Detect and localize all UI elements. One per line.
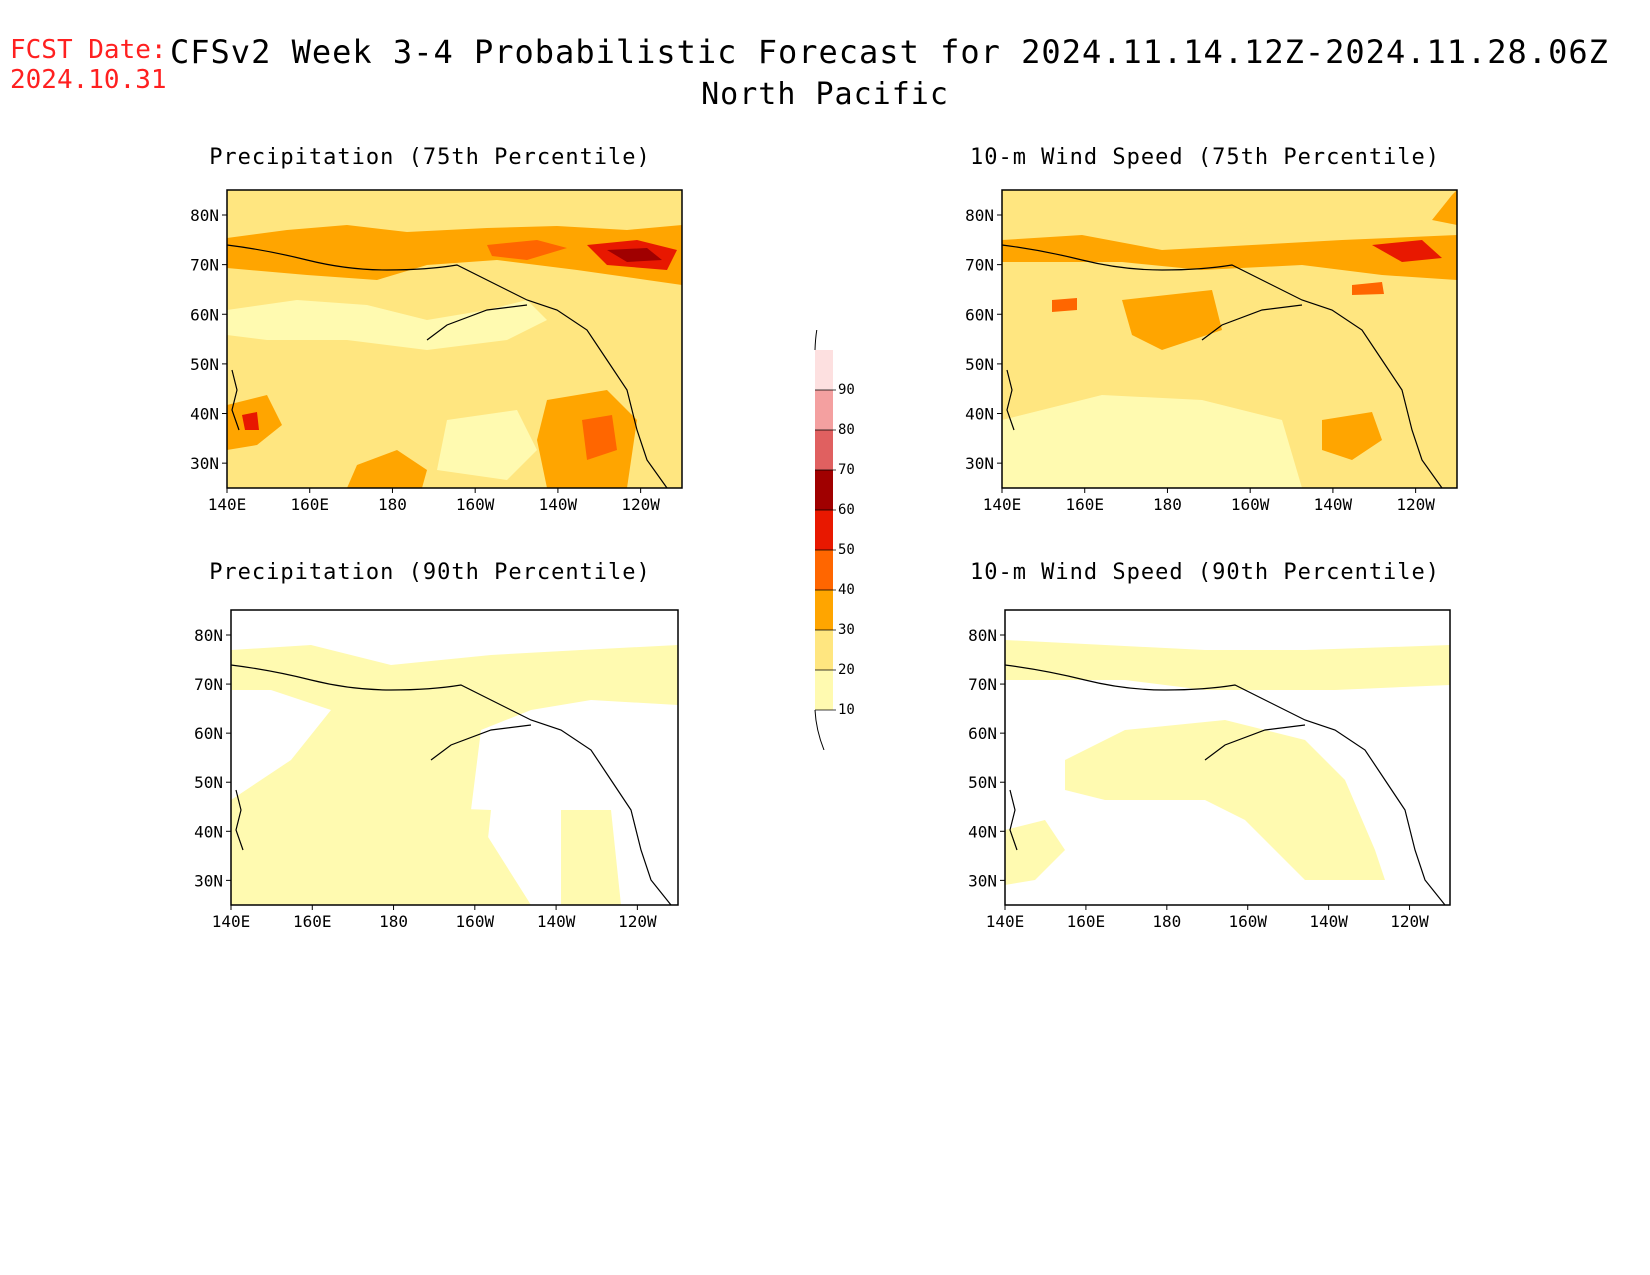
lat-tick-label: 60N xyxy=(968,724,997,743)
lon-tick-label: 180 xyxy=(378,495,407,514)
lat-tick-label: 30N xyxy=(968,871,997,890)
panel-precip-90: Precipitation (90th Percentile) 140E 160E… xyxy=(165,560,695,935)
lon-tick-label: 140E xyxy=(208,495,247,514)
lon-tick-label: 160W xyxy=(456,495,495,514)
colorbar-swatch xyxy=(815,550,833,590)
lat-tick-label: 40N xyxy=(190,405,219,424)
panel-precip-75: Precipitation (75th Percentile) 140E 160E… xyxy=(165,145,695,515)
wind-90-map: 140E 160E 180 160W 140W 120W 80N 70N 60N 50N 40N 30… xyxy=(968,609,1451,931)
lon-tick-label: 140W xyxy=(1309,912,1348,931)
precip-90-map: 140E 160E 180 160W 140W 120W 80N 70N 60N 50N 40N 30… xyxy=(194,609,679,931)
colorbar-label: 70 xyxy=(838,462,855,478)
lat-tick-label: 30N xyxy=(194,871,223,890)
lon-tick-label: 160W xyxy=(456,912,495,931)
colorbar-swatch xyxy=(815,470,833,510)
lon-tick-label: 140E xyxy=(983,495,1022,514)
colorbar-swatch xyxy=(815,430,833,470)
lon-tick-label: 120W xyxy=(621,495,660,514)
lon-tick-label: 160W xyxy=(1231,495,1270,514)
colorbar-label: 10 xyxy=(838,702,855,718)
colorbar-swatch xyxy=(815,670,833,710)
lat-tick-label: 50N xyxy=(968,773,997,792)
panel-title: Precipitation (75th Percentile) xyxy=(209,145,651,170)
colorbar-label: 30 xyxy=(838,622,855,638)
colorbar-label: 20 xyxy=(838,662,855,678)
lon-tick-label: 120W xyxy=(1390,912,1429,931)
colorbar-swatch xyxy=(815,630,833,670)
panel-title: 10-m Wind Speed (75th Percentile) xyxy=(969,145,1441,170)
lat-tick-label: 70N xyxy=(968,675,997,694)
lon-tick-label: 120W xyxy=(618,912,657,931)
lat-tick-label: 50N xyxy=(965,355,994,374)
lat-tick-label: 40N xyxy=(194,822,223,841)
lon-tick-label: 140E xyxy=(212,912,251,931)
colorbar-labels: 10 20 30 40 50 60 70 80 90 xyxy=(815,382,855,718)
colorbar-label: 80 xyxy=(838,422,855,438)
colorbar-swatch xyxy=(815,350,833,390)
lat-tick-label: 80N xyxy=(190,206,219,225)
lat-tick-label: 60N xyxy=(194,724,223,743)
colorbar: 10 20 30 40 50 60 70 80 90 xyxy=(814,330,855,750)
lat-tick-label: 40N xyxy=(965,405,994,424)
lon-tick-label: 180 xyxy=(379,912,408,931)
lat-tick-label: 80N xyxy=(968,626,997,645)
panel-wind-75: 10-m Wind Speed (75th Percentile) 140E 16… xyxy=(940,145,1470,515)
lat-tick-label: 30N xyxy=(965,454,994,473)
colorbar-swatch xyxy=(815,510,833,550)
lat-tick-label: 50N xyxy=(190,355,219,374)
colorbar-label: 60 xyxy=(838,502,855,518)
lon-tick-label: 160E xyxy=(1065,495,1104,514)
colorbar-ends xyxy=(814,330,825,750)
lon-tick-label: 160E xyxy=(293,912,332,931)
lon-tick-label: 120W xyxy=(1396,495,1435,514)
lat-tick-label: 60N xyxy=(965,305,994,324)
wind-75-map: 140E 160E 180 160W 140W 120W 80N 70N 60N 50N 40N 30… xyxy=(965,189,1458,514)
lat-tick-label: 70N xyxy=(190,256,219,275)
forecast-date-label: FCST Date: xyxy=(10,35,167,65)
colorbar-label: 50 xyxy=(838,542,855,558)
panel-wind-90: 10-m Wind Speed (90th Percentile) 140E 16… xyxy=(940,560,1470,935)
colorbar-swatch xyxy=(815,590,833,630)
lat-tick-label: 30N xyxy=(190,454,219,473)
lon-tick-label: 160E xyxy=(290,495,329,514)
colorbar-swatch xyxy=(815,390,833,430)
colorbar-swatches xyxy=(814,330,833,750)
panel-title: 10-m Wind Speed (90th Percentile) xyxy=(969,560,1441,585)
lat-tick-label: 70N xyxy=(965,256,994,275)
colorbar-label: 40 xyxy=(838,582,855,598)
lon-tick-label: 140W xyxy=(537,912,576,931)
lat-tick-label: 60N xyxy=(190,305,219,324)
lon-tick-label: 140E xyxy=(986,912,1025,931)
lat-tick-label: 40N xyxy=(968,822,997,841)
lon-tick-label: 160E xyxy=(1067,912,1106,931)
lat-tick-label: 80N xyxy=(194,626,223,645)
colorbar-label: 90 xyxy=(838,382,855,398)
lon-tick-label: 180 xyxy=(1152,912,1181,931)
lon-tick-label: 140W xyxy=(1314,495,1353,514)
lon-tick-label: 140W xyxy=(539,495,578,514)
forecast-date-value: 2024.10.31 xyxy=(10,65,167,95)
figure-title: CFSv2 Week 3-4 Probabilistic Forecast fo… xyxy=(170,33,1609,71)
lon-tick-label: 160W xyxy=(1228,912,1267,931)
figure-subtitle: North Pacific xyxy=(701,77,949,112)
lat-tick-label: 50N xyxy=(194,773,223,792)
precip-75-map: 140E 160E 180 160W 140W 120W 80N 70N 60N 50N 40N 30… xyxy=(190,189,683,514)
lat-tick-label: 80N xyxy=(965,206,994,225)
panel-title: Precipitation (90th Percentile) xyxy=(209,560,651,585)
lat-tick-label: 70N xyxy=(194,675,223,694)
lon-tick-label: 180 xyxy=(1153,495,1182,514)
